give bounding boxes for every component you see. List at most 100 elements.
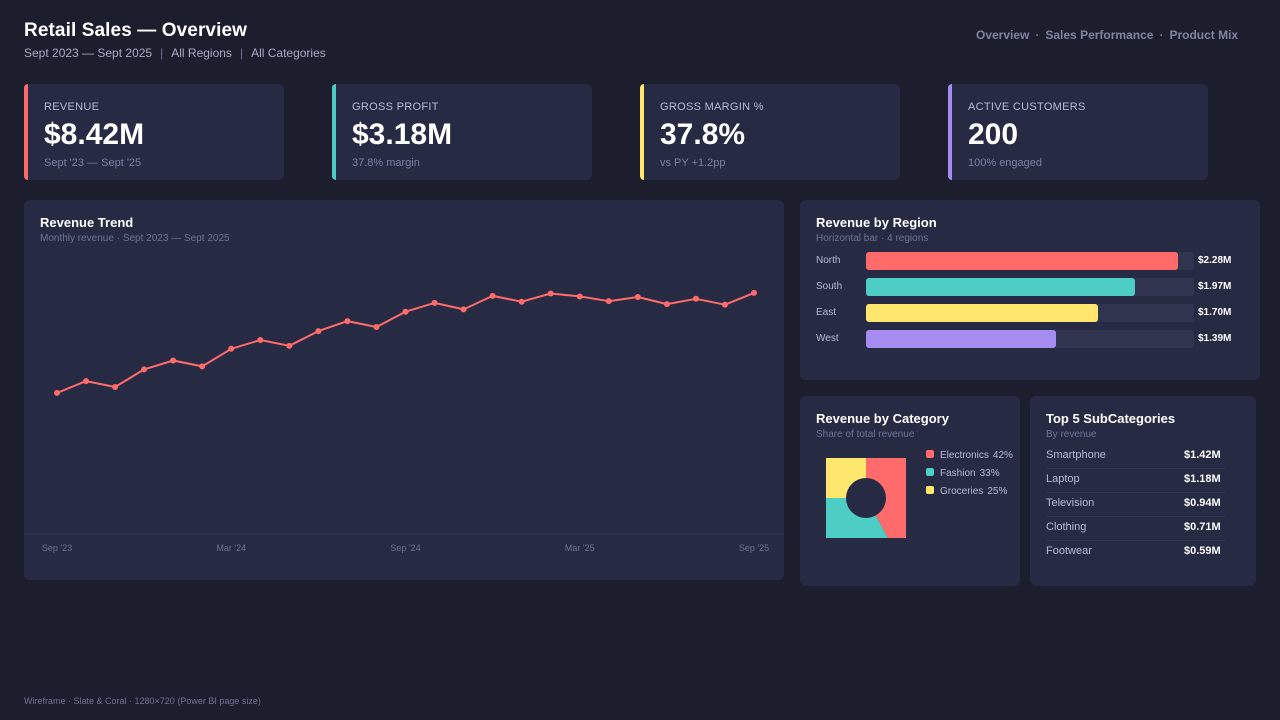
page-title: Retail Sales — Overview — [24, 20, 248, 41]
bar-value-label: $1.97M — [1198, 281, 1232, 292]
category-filter[interactable]: All Categories — [251, 46, 326, 60]
data-point[interactable] — [431, 299, 438, 306]
data-point[interactable] — [489, 292, 496, 299]
data-point[interactable] — [751, 289, 757, 296]
legend-item[interactable]: Fashion 33% — [926, 468, 1000, 479]
kpi-card-revenue[interactable]: REVENUE $8.42M Sept '23 — Sept '25 — [24, 84, 284, 180]
legend-item[interactable]: Electronics 42% — [926, 450, 1013, 461]
subcategory-value: $1.42M — [1184, 449, 1221, 461]
data-point[interactable] — [315, 328, 322, 335]
region-label: East — [816, 307, 837, 318]
region-bar-row[interactable]: North $2.28M — [816, 252, 1246, 270]
region-bar-row[interactable]: East $1.70M — [816, 304, 1246, 322]
subcategory-value: $0.94M — [1184, 497, 1221, 509]
region-label: South — [816, 281, 843, 292]
bar-value-label: $1.70M — [1198, 307, 1232, 318]
kpi-value: $3.18M — [352, 118, 453, 151]
region-panel[interactable]: Revenue by Region Horizontal bar · 4 reg… — [800, 200, 1260, 380]
region-bar-row[interactable]: West $1.39M — [816, 330, 1246, 348]
bar[interactable] — [866, 252, 1178, 270]
region-filter[interactable]: All Regions — [171, 46, 232, 60]
data-point[interactable] — [373, 324, 380, 331]
subcategory-panel[interactable]: Top 5 SubCategories By revenue Smartphon… — [1030, 396, 1256, 586]
data-point[interactable] — [228, 345, 235, 352]
kpi-value: 200 — [968, 118, 1019, 151]
subcategory-value: $1.18M — [1184, 473, 1221, 485]
x-tick-label: Sep '23 — [42, 543, 72, 553]
data-point[interactable] — [576, 293, 583, 300]
legend-value: 42% — [992, 450, 1013, 461]
bar[interactable] — [866, 330, 1056, 348]
revenue-series-line — [56, 291, 755, 394]
data-point[interactable] — [460, 306, 467, 313]
bar-track — [866, 330, 1194, 348]
legend-swatch — [926, 468, 934, 476]
table-row[interactable]: Television $0.94M — [1046, 492, 1226, 517]
table-row[interactable]: Smartphone $1.42M — [1046, 444, 1226, 469]
legend-item[interactable]: Groceries 25% — [926, 486, 1007, 497]
kpi-note: 100% engaged — [968, 157, 1043, 169]
data-point[interactable] — [286, 342, 293, 349]
category-donut-chart — [826, 458, 906, 538]
kpi-note: vs PY +1.2pp — [660, 157, 726, 169]
data-point[interactable] — [54, 389, 60, 396]
kpi-label: GROSS MARGIN % — [660, 101, 764, 113]
panel-title: Revenue Trend — [40, 215, 134, 230]
kpi-card-gross-margin[interactable]: GROSS MARGIN % 37.8% vs PY +1.2pp — [640, 84, 900, 180]
kpi-card-active-customers[interactable]: ACTIVE CUSTOMERS 200 100% engaged — [948, 84, 1208, 180]
legend-swatch — [926, 486, 934, 494]
table-row[interactable]: Laptop $1.18M — [1046, 468, 1226, 493]
subcategory-name: Laptop — [1046, 473, 1080, 485]
legend-label: Fashion — [940, 468, 976, 479]
data-point[interactable] — [344, 318, 351, 325]
category-panel[interactable]: Revenue by Category Share of total reven… — [800, 396, 1020, 586]
revenue-trend-panel[interactable]: Revenue Trend Monthly revenue · Sept 202… — [24, 200, 784, 580]
kpi-value: $8.42M — [44, 118, 145, 151]
region-bar-row[interactable]: South $1.97M — [816, 278, 1246, 296]
data-point[interactable] — [721, 301, 728, 308]
filter-summary: Sept 2023 — Sept 2025 | All Regions | All Ca… — [24, 46, 326, 60]
legend-swatch — [926, 450, 934, 458]
kpi-accent-bar — [24, 84, 28, 180]
data-point[interactable] — [663, 301, 670, 308]
data-point[interactable] — [257, 336, 264, 343]
nav-product-mix[interactable]: Product Mix — [1169, 28, 1239, 42]
bar[interactable] — [866, 278, 1136, 296]
data-point[interactable] — [634, 294, 641, 301]
nav-sales-performance[interactable]: Sales Performance — [1045, 28, 1154, 42]
kpi-card-gross-profit[interactable]: GROSS PROFIT $3.18M 37.8% margin — [332, 84, 592, 180]
data-point[interactable] — [692, 295, 699, 302]
data-point[interactable] — [170, 357, 177, 364]
data-point[interactable] — [547, 290, 554, 297]
kpi-accent-bar — [332, 84, 336, 180]
x-tick-label: Mar '24 — [216, 543, 246, 553]
table-row[interactable]: Clothing $0.71M — [1046, 516, 1226, 541]
kpi-accent-bar — [948, 84, 952, 180]
data-point[interactable] — [83, 378, 90, 385]
date-range-filter[interactable]: Sept 2023 — Sept 2025 — [24, 46, 153, 60]
table-row[interactable]: Footwear $0.59M — [1046, 540, 1226, 564]
subcategory-value: $0.59M — [1184, 545, 1221, 557]
legend-value: 33% — [979, 468, 1000, 479]
x-tick-label: Sep '25 — [739, 543, 769, 553]
nav-overview[interactable]: Overview — [976, 28, 1030, 42]
pie-slice[interactable] — [826, 498, 895, 538]
data-point[interactable] — [605, 298, 612, 305]
bar-value-label: $1.39M — [1198, 333, 1232, 344]
data-point[interactable] — [112, 384, 119, 390]
data-point[interactable] — [518, 298, 525, 305]
data-point[interactable] — [141, 366, 148, 373]
kpi-note: 37.8% margin — [352, 157, 420, 169]
kpi-label: GROSS PROFIT — [352, 101, 439, 113]
bar[interactable] — [866, 304, 1099, 322]
page-nav: Overview · Sales Performance · Product Mix — [976, 28, 1238, 42]
data-point[interactable] — [199, 363, 206, 370]
region-label: West — [816, 333, 839, 344]
subcategory-name: Clothing — [1046, 521, 1087, 533]
data-point[interactable] — [402, 308, 409, 315]
panel-subtitle: Monthly revenue · Sept 2023 — Sept 2025 — [40, 233, 230, 244]
kpi-value: 37.8% — [660, 118, 746, 151]
nav-separator: · — [1035, 28, 1040, 42]
subcategory-name: Footwear — [1046, 545, 1092, 557]
kpi-accent-bar — [640, 84, 644, 180]
